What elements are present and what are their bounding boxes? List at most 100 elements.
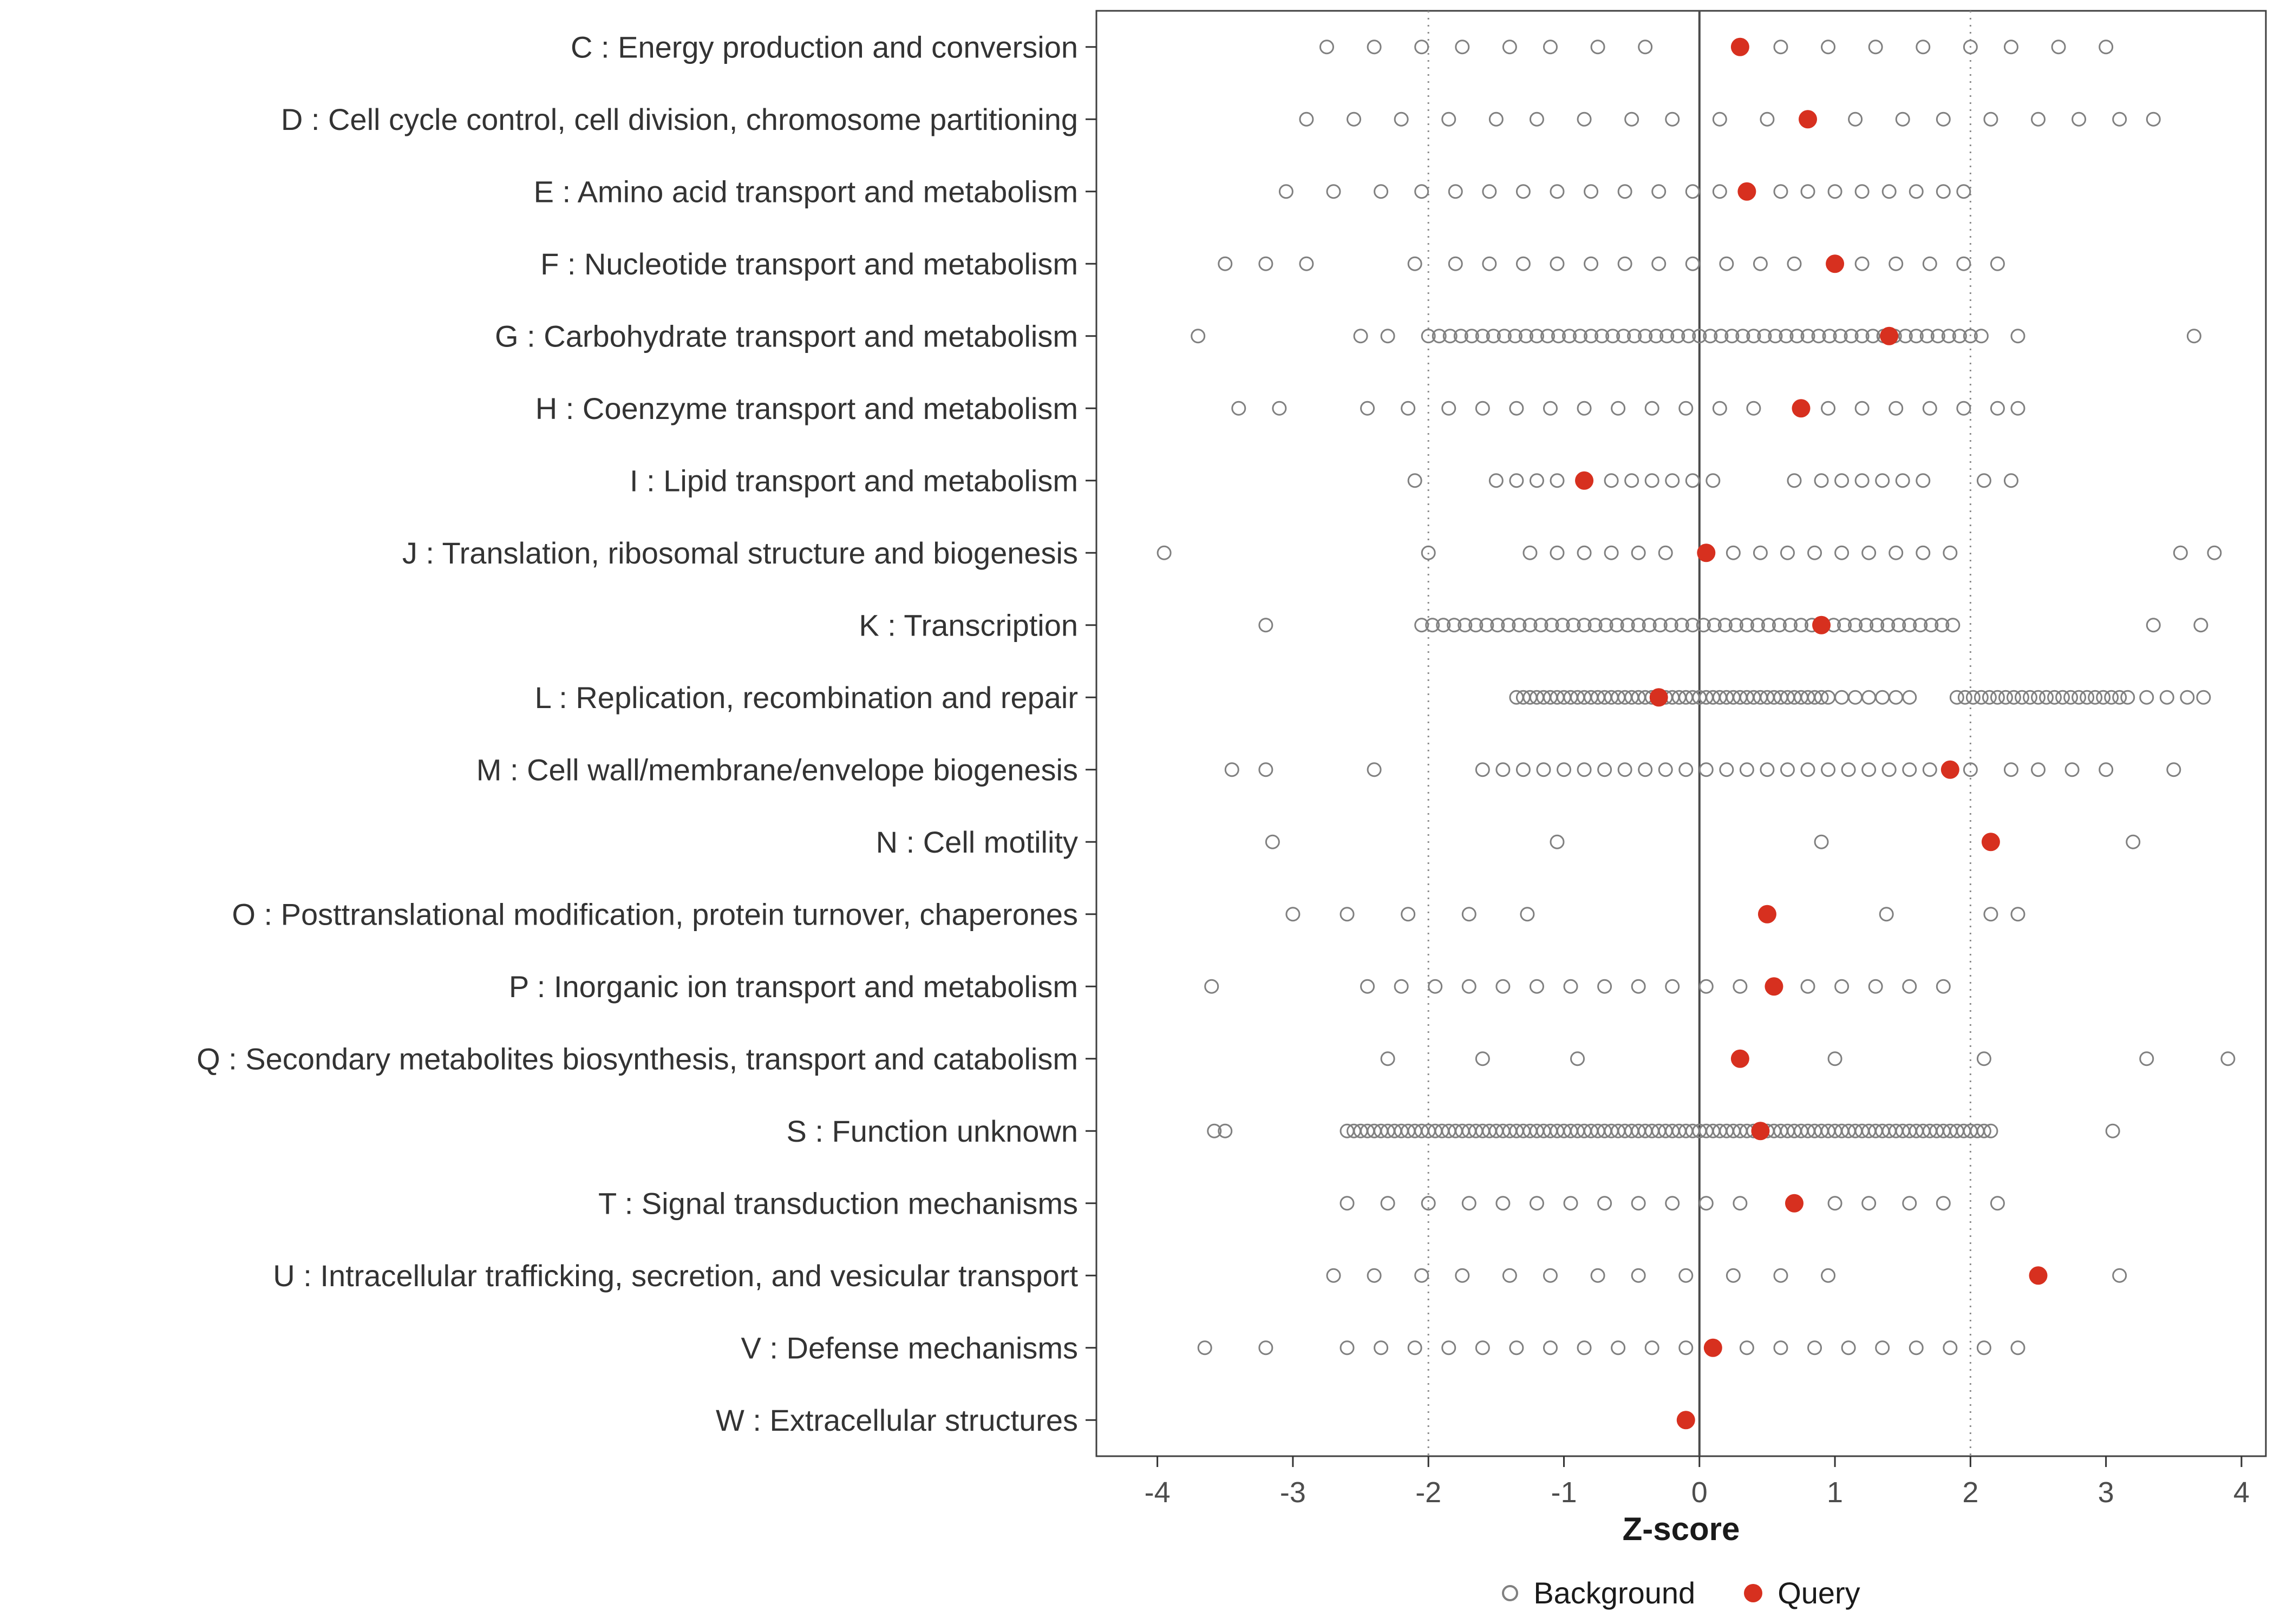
background-point — [2112, 1268, 2127, 1283]
background-point — [1665, 473, 1680, 488]
background-point — [1983, 1123, 1998, 1138]
x-tick-label: -1 — [1551, 1476, 1577, 1509]
background-point — [1529, 329, 1544, 344]
background-point — [2072, 112, 2087, 127]
background-point — [1488, 473, 1504, 488]
background-point — [1990, 256, 2005, 271]
background-point — [1659, 329, 1675, 344]
background-point — [1919, 329, 1935, 344]
background-point — [1719, 256, 1734, 271]
background-point — [1495, 979, 1511, 994]
background-point — [1611, 1340, 1626, 1355]
background-point — [1441, 401, 1456, 416]
background-point — [1401, 907, 1416, 922]
query-point — [1981, 833, 2000, 852]
background-point — [1490, 618, 1505, 633]
background-point — [1550, 184, 1565, 199]
background-point — [2196, 690, 2211, 705]
background-point — [2003, 762, 2018, 777]
background-point — [1712, 112, 1727, 127]
background-point — [1963, 40, 1978, 55]
background-point — [1448, 184, 1463, 199]
query-point — [1649, 688, 1668, 707]
background-point — [1834, 545, 1850, 560]
background-point — [1611, 401, 1626, 416]
background-point — [2099, 762, 2114, 777]
background-point — [2047, 690, 2062, 705]
background-point — [1976, 1340, 1991, 1355]
background-point — [1367, 1268, 1382, 1283]
background-point — [1976, 1123, 1991, 1138]
background-point — [2193, 618, 2208, 633]
background-point — [1432, 329, 1447, 344]
background-point — [1522, 618, 1538, 633]
background-point — [1631, 1196, 1646, 1211]
background-point — [1726, 1268, 1741, 1283]
background-point — [1380, 1196, 1395, 1211]
background-point — [1529, 112, 1544, 127]
background-point — [1441, 112, 1456, 127]
background-point — [1902, 618, 1917, 633]
background-point — [1678, 762, 1694, 777]
background-point — [1714, 329, 1729, 344]
background-point — [1285, 907, 1301, 922]
background-point — [1461, 979, 1476, 994]
background-point — [1631, 979, 1646, 994]
query-point — [1676, 1411, 1695, 1430]
query-point — [1880, 326, 1899, 345]
background-point — [1658, 762, 1673, 777]
background-point — [1577, 618, 1592, 633]
y-axis-label: G : Carbohydrate transport and metabolis… — [495, 319, 1078, 353]
legend-label-query: Query — [1778, 1576, 1860, 1610]
query-point — [1826, 254, 1845, 273]
background-point — [1889, 401, 1904, 416]
background-point — [1550, 834, 1565, 849]
background-point — [1821, 1268, 1836, 1283]
background-point — [1394, 979, 1409, 994]
query-point — [1940, 760, 1959, 779]
background-point — [1533, 618, 1548, 633]
background-point — [1605, 329, 1620, 344]
legend-label-background: Background — [1533, 1576, 1696, 1610]
background-point — [1889, 256, 1904, 271]
query-point — [1575, 471, 1594, 490]
background-point — [1609, 618, 1624, 633]
background-point — [1495, 1196, 1511, 1211]
background-point — [1800, 979, 1815, 994]
background-point — [1678, 1268, 1694, 1283]
background-point — [2064, 762, 2080, 777]
y-axis-label: J : Translation, ribosomal structure and… — [402, 536, 1078, 570]
y-axis-label: Q : Secondary metabolites biosynthesis, … — [197, 1042, 1078, 1076]
filled-circle-icon — [1744, 1583, 1763, 1602]
background-point — [1597, 1196, 1612, 1211]
background-point — [2072, 690, 2087, 705]
background-point — [2010, 329, 2025, 344]
background-point — [1638, 762, 1653, 777]
background-point — [1475, 1051, 1490, 1066]
x-tick-label: -4 — [1145, 1476, 1171, 1509]
background-point — [1678, 1340, 1694, 1355]
background-point — [1597, 762, 1612, 777]
background-point — [1468, 618, 1484, 633]
background-point — [1681, 329, 1696, 344]
background-point — [1515, 184, 1531, 199]
background-point — [2010, 1340, 2025, 1355]
background-point — [1577, 401, 1592, 416]
background-point — [1486, 329, 1501, 344]
background-point — [1941, 329, 1956, 344]
background-point — [1757, 329, 1772, 344]
panel-border — [1095, 10, 2267, 1457]
background-point — [1678, 401, 1694, 416]
background-point — [1631, 618, 1646, 633]
background-point — [1278, 184, 1293, 199]
background-point — [1670, 329, 1685, 344]
background-point — [2126, 834, 2141, 849]
x-tick-label: -3 — [1280, 1476, 1306, 1509]
background-point — [1943, 1340, 1958, 1355]
query-point — [1730, 1049, 1749, 1068]
background-point — [1620, 618, 1635, 633]
background-point — [1945, 618, 1961, 633]
x-tick-label: 2 — [1962, 1476, 1978, 1509]
background-point — [1811, 329, 1826, 344]
background-point — [1584, 184, 1599, 199]
